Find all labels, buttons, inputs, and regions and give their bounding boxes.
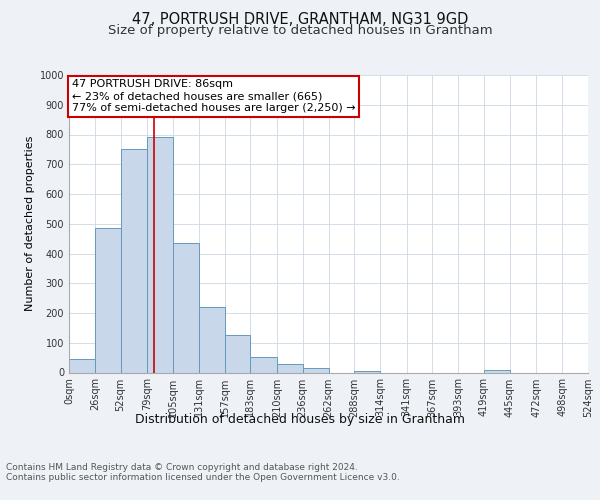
Bar — [224, 336, 250, 372]
Text: Size of property relative to detached houses in Grantham: Size of property relative to detached ho… — [107, 24, 493, 37]
Bar — [95, 228, 121, 372]
Bar — [199, 307, 224, 372]
Bar — [484, 370, 510, 372]
Bar — [121, 150, 147, 372]
Bar — [173, 243, 199, 372]
Bar — [147, 138, 173, 372]
Bar — [303, 368, 329, 372]
Text: 47 PORTRUSH DRIVE: 86sqm
← 23% of detached houses are smaller (665)
77% of semi-: 47 PORTRUSH DRIVE: 86sqm ← 23% of detach… — [71, 80, 355, 112]
Bar — [277, 364, 303, 372]
Bar — [354, 371, 380, 372]
Bar — [250, 357, 277, 372]
Y-axis label: Number of detached properties: Number of detached properties — [25, 136, 35, 312]
Text: 47, PORTRUSH DRIVE, GRANTHAM, NG31 9GD: 47, PORTRUSH DRIVE, GRANTHAM, NG31 9GD — [132, 12, 468, 28]
Bar — [69, 359, 95, 372]
Text: Distribution of detached houses by size in Grantham: Distribution of detached houses by size … — [135, 412, 465, 426]
Text: Contains HM Land Registry data © Crown copyright and database right 2024.
Contai: Contains HM Land Registry data © Crown c… — [6, 462, 400, 482]
